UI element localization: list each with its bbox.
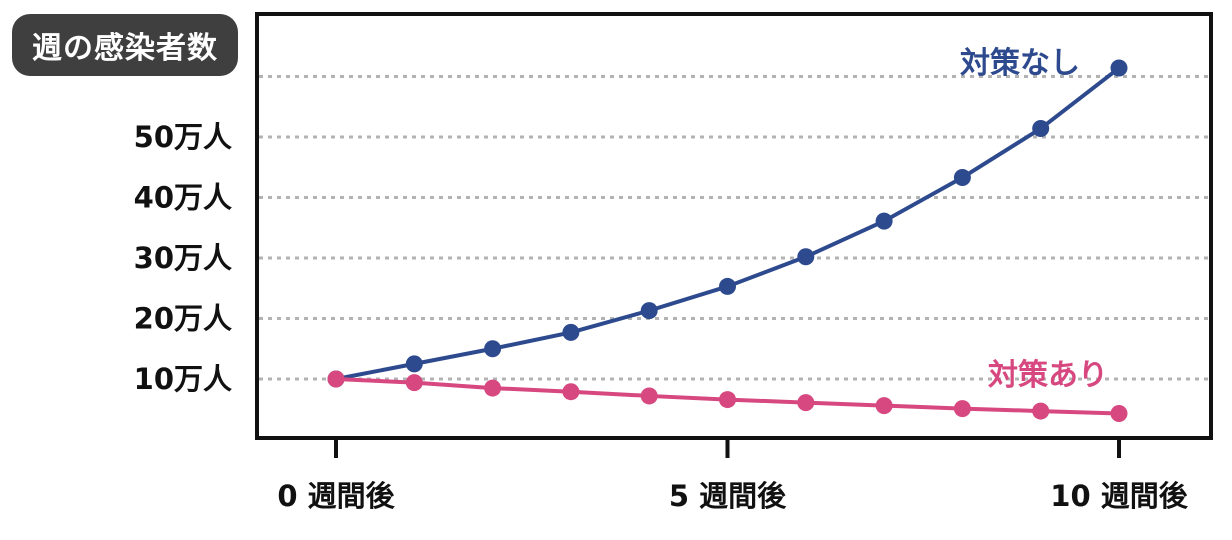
x-tick-label: 5 週間後 bbox=[669, 479, 787, 513]
data-point bbox=[1110, 404, 1128, 422]
data-point bbox=[562, 323, 580, 341]
data-point bbox=[875, 397, 893, 415]
data-point bbox=[484, 340, 502, 358]
data-point bbox=[1032, 120, 1050, 138]
series-line bbox=[335, 66, 1121, 381]
data-point bbox=[640, 387, 658, 405]
data-point bbox=[640, 302, 658, 320]
x-tick-label: 0 週間後 bbox=[277, 479, 395, 513]
y-tick-label: 40万人 bbox=[134, 181, 232, 215]
data-point bbox=[953, 169, 971, 187]
data-point bbox=[405, 355, 423, 373]
x-tick-label: 10 週間後 bbox=[1050, 479, 1188, 513]
y-tick-label: 10万人 bbox=[134, 362, 232, 396]
y-tick-label: 50万人 bbox=[134, 120, 232, 154]
data-point bbox=[797, 248, 815, 266]
series-label: 対策なし bbox=[960, 46, 1080, 81]
y-tick-label: 20万人 bbox=[134, 302, 232, 336]
gridlines bbox=[259, 75, 1209, 381]
chart-title: 週の感染者数 bbox=[12, 14, 238, 76]
series-label: 対策あり bbox=[988, 358, 1108, 393]
x-tick-marks bbox=[334, 438, 1121, 458]
data-point bbox=[1110, 59, 1128, 77]
x-axis-tick-labels: 0 週間後 5 週間後 10 週間後 bbox=[277, 479, 1188, 513]
series-lines bbox=[327, 59, 1128, 422]
data-point bbox=[327, 370, 345, 388]
data-point bbox=[484, 379, 502, 397]
plot-area-frame bbox=[255, 12, 1213, 440]
data-point bbox=[719, 391, 736, 409]
y-tick-label: 30万人 bbox=[134, 241, 232, 275]
data-point bbox=[562, 383, 580, 401]
data-point bbox=[797, 394, 815, 412]
data-point bbox=[953, 400, 971, 418]
data-point bbox=[719, 277, 736, 295]
data-point bbox=[1032, 402, 1050, 420]
data-point bbox=[405, 374, 423, 392]
data-point bbox=[875, 212, 893, 230]
y-axis-tick-labels: 10万人 20万人 30万人 40万人 50万人 bbox=[134, 120, 232, 396]
